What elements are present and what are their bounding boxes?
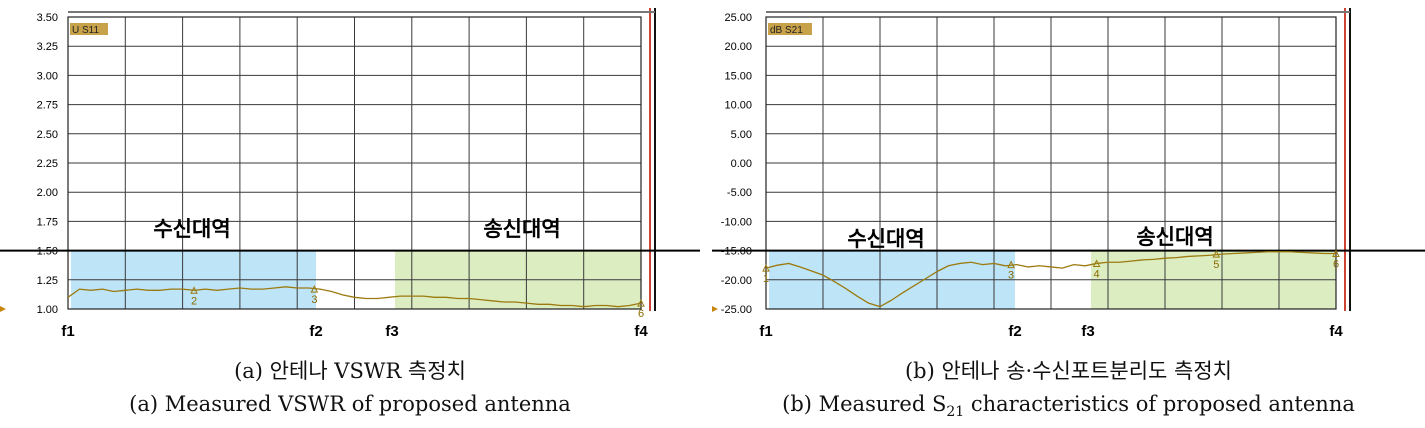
freq-label-f1: f1 [759, 323, 772, 340]
tx-band-label: 송신대역 [1136, 225, 1213, 249]
marker-triangle [1332, 249, 1340, 258]
marker-number: 3 [311, 294, 317, 306]
vswr-panel: 3.503.253.002.752.502.252.001.751.501.25… [0, 0, 700, 428]
y-tick-label: 1.00 [37, 304, 58, 316]
marker-number: 5 [1213, 259, 1219, 271]
trace-tag-bg [70, 23, 108, 35]
freq-label-f3: f3 [385, 323, 398, 340]
y-tick-label: 15.00 [724, 70, 752, 82]
marker-triangle [1007, 260, 1015, 269]
marker-number: 1 [763, 273, 769, 285]
caption-b-en-pre: (b) Measured S [782, 392, 947, 416]
tx-band-label: 송신대역 [483, 217, 560, 241]
y-tick-label: 5.00 [731, 129, 752, 141]
marker-triangle [637, 299, 645, 307]
marker-triangle [190, 286, 198, 294]
plot-frame [67, 16, 642, 310]
caption-a-english: (a) Measured VSWR of proposed antenna [129, 392, 571, 416]
caption-b-korean: (b) 안테나 송·수신포트분리도 측정치 [904, 359, 1232, 383]
y-tick-label: 1.25 [37, 275, 58, 287]
y-tick-label: 1.75 [37, 216, 58, 228]
marker-number: 6 [638, 308, 644, 320]
trace-line [67, 286, 642, 308]
marker-number: 3 [1008, 270, 1014, 282]
freq-label-f2: f2 [1008, 323, 1021, 340]
trace-tag-bg [768, 23, 812, 35]
y-tick-label: 3.50 [37, 12, 58, 24]
caption-b-en-sub: 21 [946, 404, 965, 421]
freq-label-f1: f1 [61, 323, 74, 340]
trace-tag-label: U S11 [72, 25, 99, 36]
left-arrow-marker [712, 306, 718, 312]
y-tick-label: 3.25 [37, 41, 58, 53]
caption-b-en-post: characteristics of proposed antenna [964, 392, 1355, 416]
y-tick-label: 20.00 [724, 41, 752, 53]
y-tick-label: -25.00 [721, 304, 752, 316]
marker-number: 2 [191, 295, 197, 307]
freq-label-f3: f3 [1081, 323, 1094, 340]
marker-number: 6 [1333, 259, 1339, 271]
left-arrow-marker [0, 306, 6, 312]
freq-label-f4: f4 [634, 323, 648, 340]
plot-frame [765, 16, 1337, 310]
y-tick-label: 2.50 [37, 129, 58, 141]
freq-label-f4: f4 [1329, 323, 1343, 340]
marker-triangle [762, 264, 770, 272]
marker-triangle [1092, 259, 1101, 267]
rx-band-label: 수신대역 [153, 217, 230, 241]
caption-b-english: (b) Measured S21 characteristics of prop… [712, 392, 1425, 420]
marker-triangle [310, 285, 319, 293]
marker-triangle [1212, 249, 1221, 258]
caption-a-korean: (a) 안테나 VSWR 측정치 [234, 359, 466, 383]
y-tick-label: -20.00 [721, 275, 752, 287]
rx-band-label: 수신대역 [847, 227, 924, 251]
y-tick-label: 2.75 [37, 100, 58, 112]
trace-line [765, 251, 1336, 308]
freq-label-f2: f2 [309, 323, 322, 340]
y-tick-label: 0.00 [731, 158, 752, 170]
y-tick-label: 25.00 [724, 12, 752, 24]
s21-chart: 25.00 20.00 15.00 10.00 5.00 0.00 -5.00 -10.00 -… [712, 8, 1425, 340]
y-tick-label: -5.00 [727, 187, 752, 199]
s21-panel: 25.00 20.00 15.00 10.00 5.00 0.00 -5.00 -10.00 -… [712, 0, 1425, 428]
trace-tag-label: dB S21 [770, 25, 803, 36]
vswr-chart: 3.503.253.002.752.502.252.001.751.501.25… [0, 8, 700, 340]
y-tick-label: 10.00 [724, 100, 752, 112]
marker-number: 4 [1094, 268, 1100, 280]
y-tick-label: 2.25 [37, 158, 58, 170]
y-tick-label: 2.00 [37, 187, 58, 199]
y-tick-label: -10.00 [721, 216, 752, 228]
y-tick-label: 3.00 [37, 70, 58, 82]
